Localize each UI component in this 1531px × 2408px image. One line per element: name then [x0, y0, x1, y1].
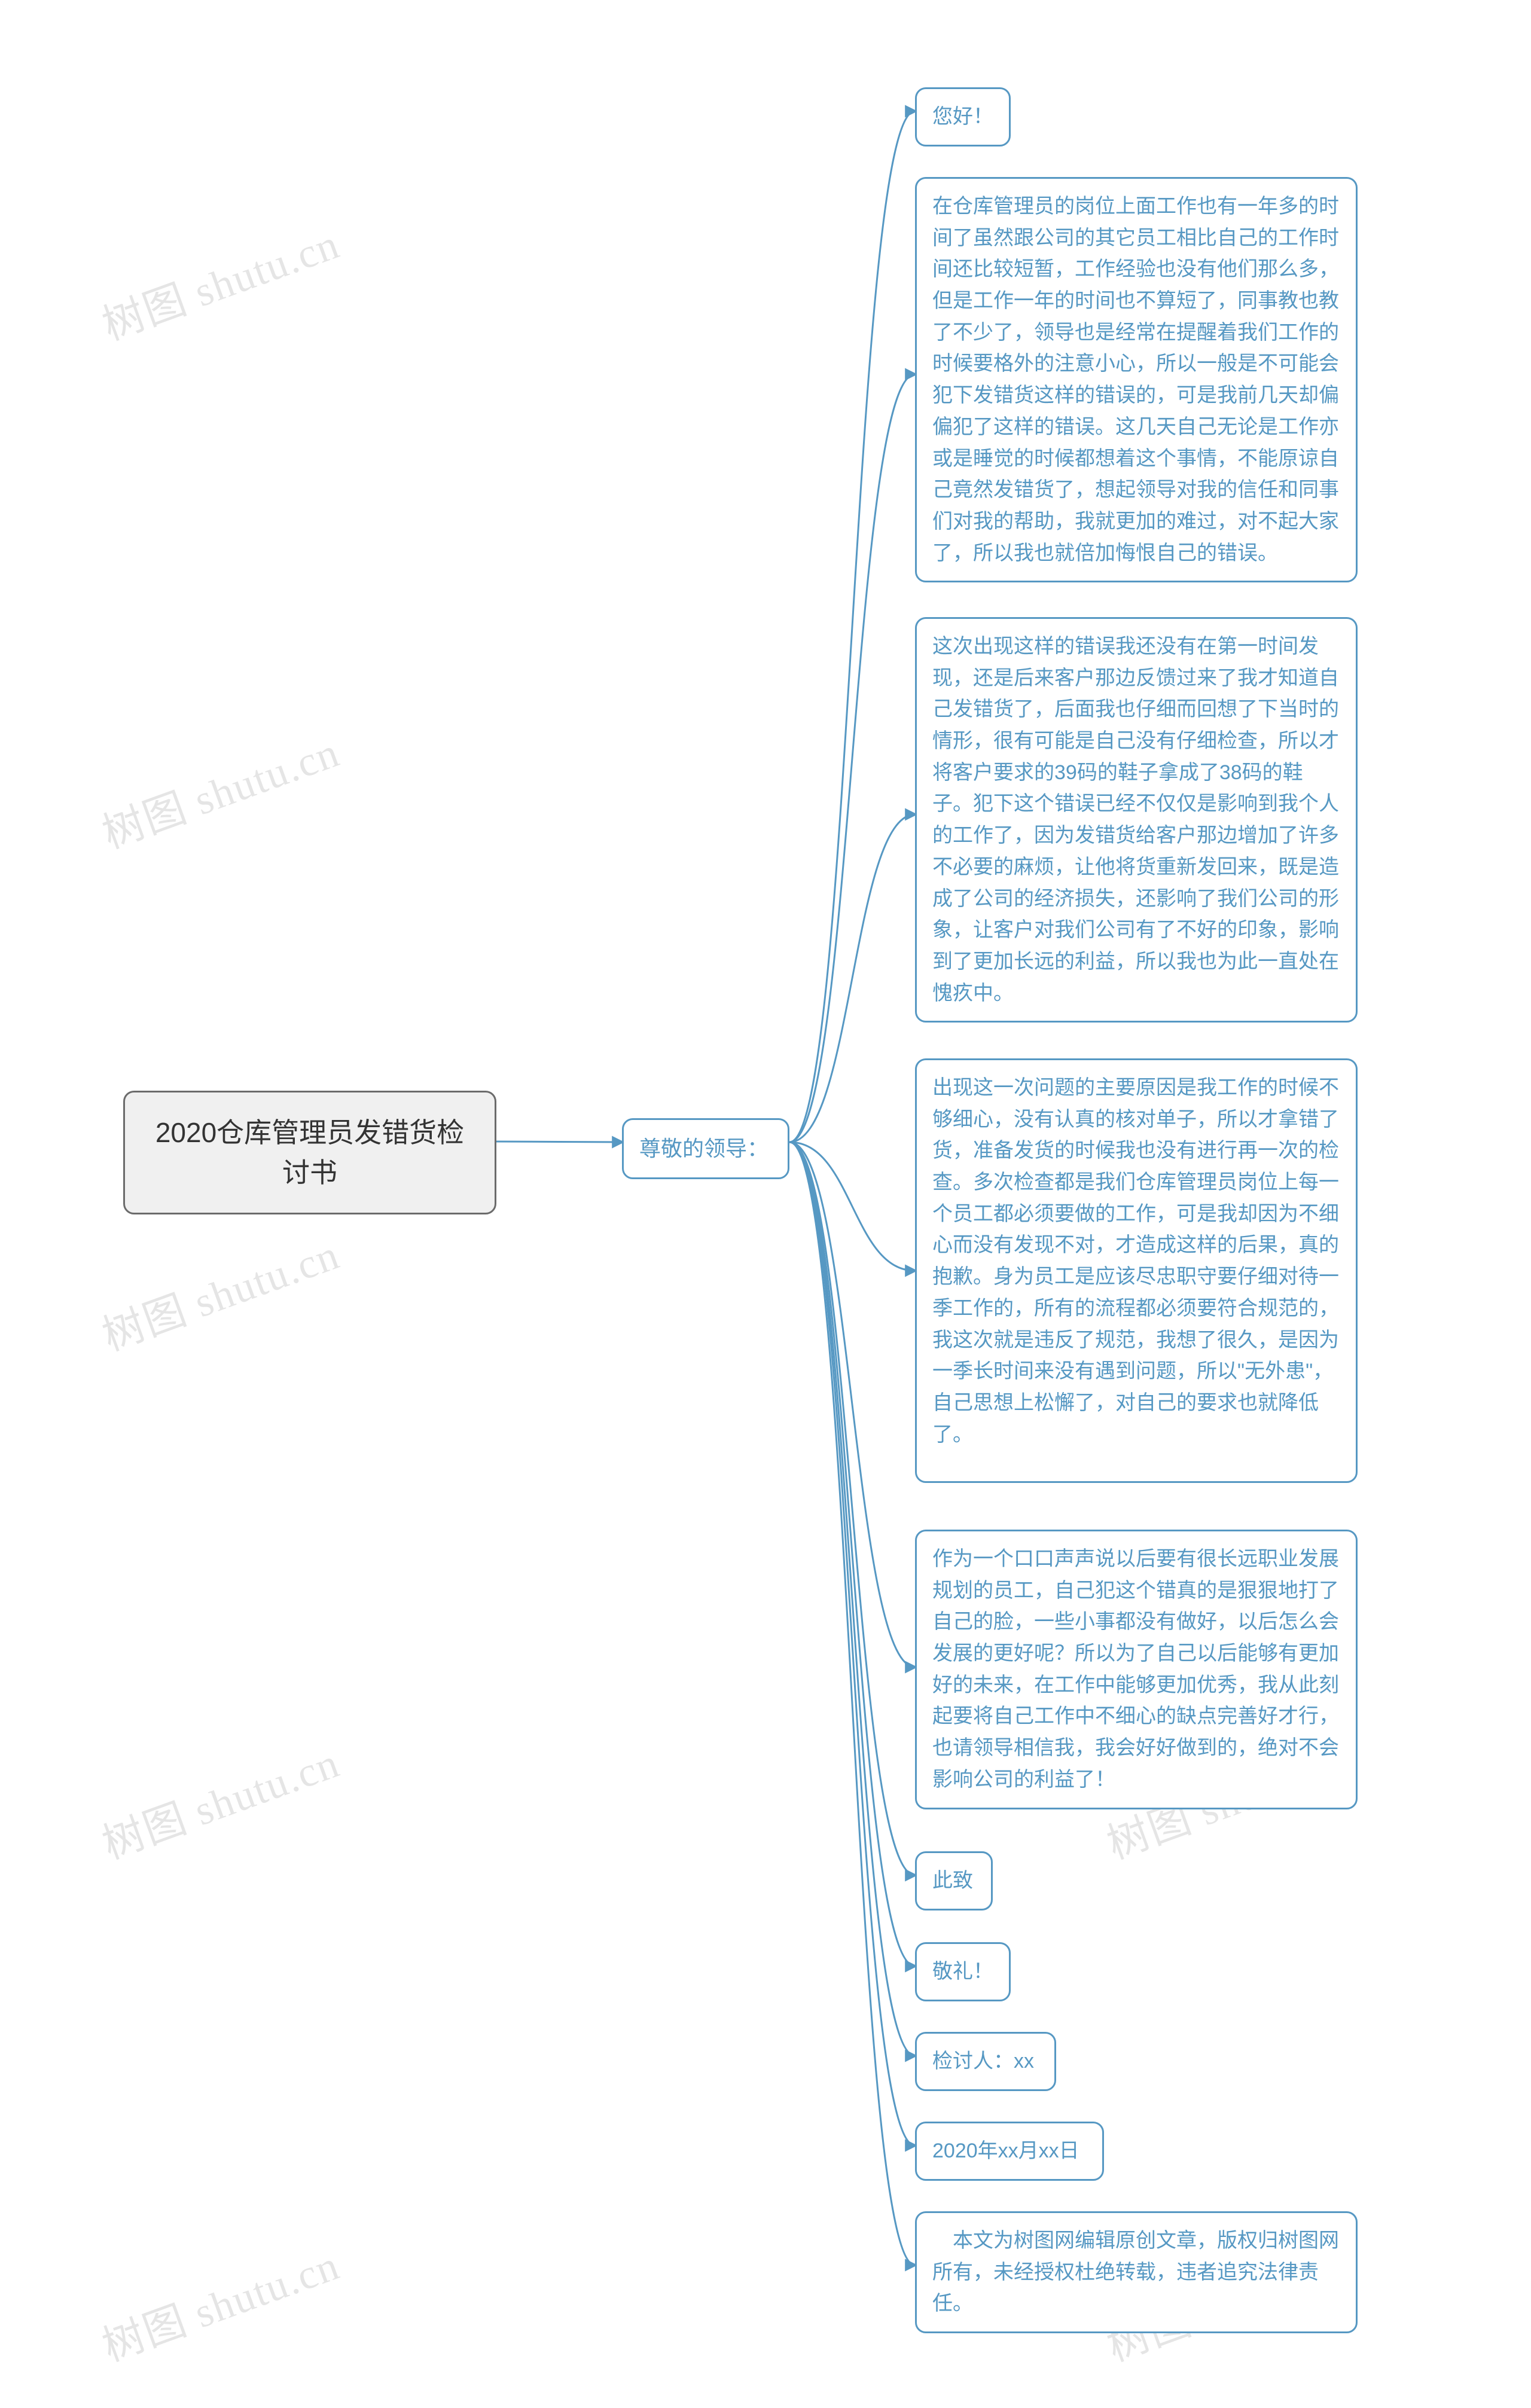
watermark: 树图 shutu.cn [93, 1221, 346, 1363]
watermark: 树图 shutu.cn [93, 1729, 346, 1871]
watermark: 树图 shutu.cn [93, 210, 346, 352]
leaf-node[interactable]: 在仓库管理员的岗位上面工作也有一年多的时间了虽然跟公司的其它员工相比自己的工作时… [915, 177, 1358, 582]
leaf-node[interactable]: 您好！ [915, 87, 1011, 147]
leaf-node[interactable]: 作为一个口口声声说以后要有很长远职业发展规划的员工，自己犯这个错真的是狠狠地打了… [915, 1530, 1358, 1809]
leaf-node[interactable]: 检讨人：xx [915, 2032, 1056, 2091]
leaf-node[interactable]: 本文为树图网编辑原创文章，版权归树图网所有，未经授权杜绝转载，违者追究法律责任。 [915, 2211, 1358, 2333]
watermark: 树图 shutu.cn [93, 2232, 346, 2373]
leaf-node[interactable]: 出现这一次问题的主要原因是我工作的时候不够细心，没有认真的核对单子，所以才拿错了… [915, 1058, 1358, 1483]
mindmap-canvas: 树图 shutu.cn 树图 shutu.cn 树图 shutu.cn 树图 shut… [0, 0, 1531, 2408]
root-node[interactable]: 2020仓库管理员发错货检讨书 [123, 1091, 496, 1214]
level1-node[interactable]: 尊敬的领导： [622, 1118, 789, 1179]
leaf-node[interactable]: 2020年xx月xx日 [915, 2122, 1104, 2181]
leaf-node[interactable]: 这次出现这样的错误我还没有在第一时间发现，还是后来客户那边反馈过来了我才知道自己… [915, 617, 1358, 1023]
leaf-node[interactable]: 此致 [915, 1851, 993, 1910]
watermark: 树图 shutu.cn [93, 719, 346, 860]
leaf-node[interactable]: 敬礼！ [915, 1942, 1011, 2001]
